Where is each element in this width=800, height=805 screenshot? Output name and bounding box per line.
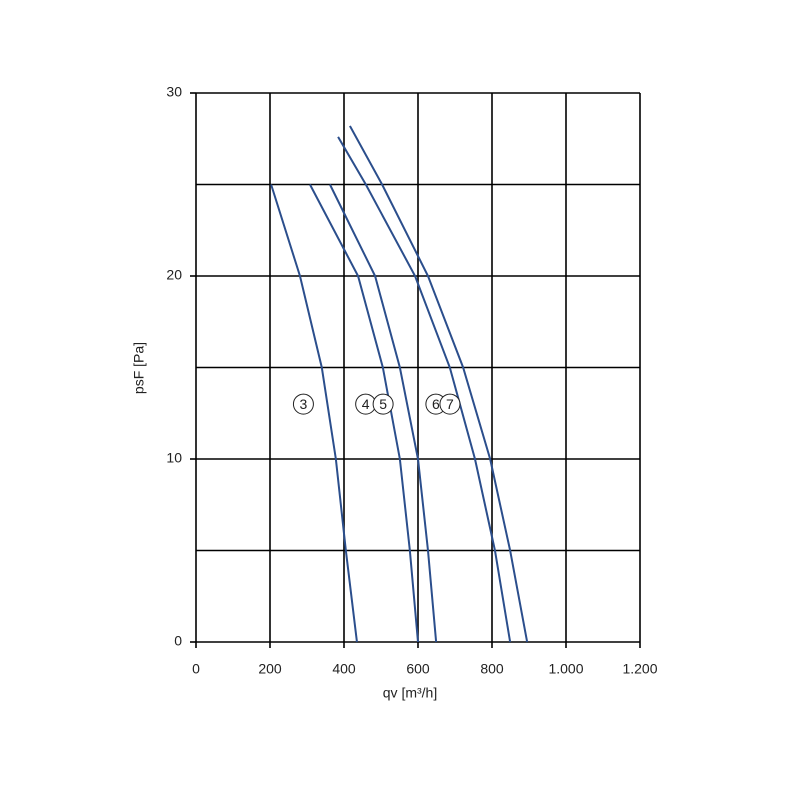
y-tick-label: 20 <box>166 267 182 283</box>
curve-label: 7 <box>446 396 454 412</box>
fan-curve <box>329 184 438 643</box>
fan-curve <box>270 184 358 643</box>
x-tick-label: 200 <box>258 661 282 677</box>
curve-label: 4 <box>362 396 370 412</box>
fan-curve <box>337 136 512 643</box>
curve-label: 5 <box>379 396 387 412</box>
x-tick-label: 1.000 <box>548 661 583 677</box>
curve-label-ring <box>439 393 461 415</box>
x-tick-label: 600 <box>406 661 430 677</box>
x-axis-label: qv [m³/h] <box>383 685 437 701</box>
x-tick-label: 800 <box>480 661 504 677</box>
y-tick-label: 10 <box>166 450 182 466</box>
y-axis-label: psF [Pa] <box>131 342 147 394</box>
fan-curve <box>309 184 419 643</box>
curve-label: 3 <box>300 396 308 412</box>
x-tick-label: 1.200 <box>622 661 657 677</box>
fan-curve <box>349 125 529 643</box>
x-tick-label: 0 <box>192 661 200 677</box>
y-tick-label: 0 <box>174 633 182 649</box>
curve-label-ring <box>292 393 314 415</box>
curve-label-ring <box>372 393 394 415</box>
x-tick-label: 400 <box>332 661 356 677</box>
curve-label: 6 <box>432 396 440 412</box>
y-tick-label: 30 <box>166 84 182 100</box>
